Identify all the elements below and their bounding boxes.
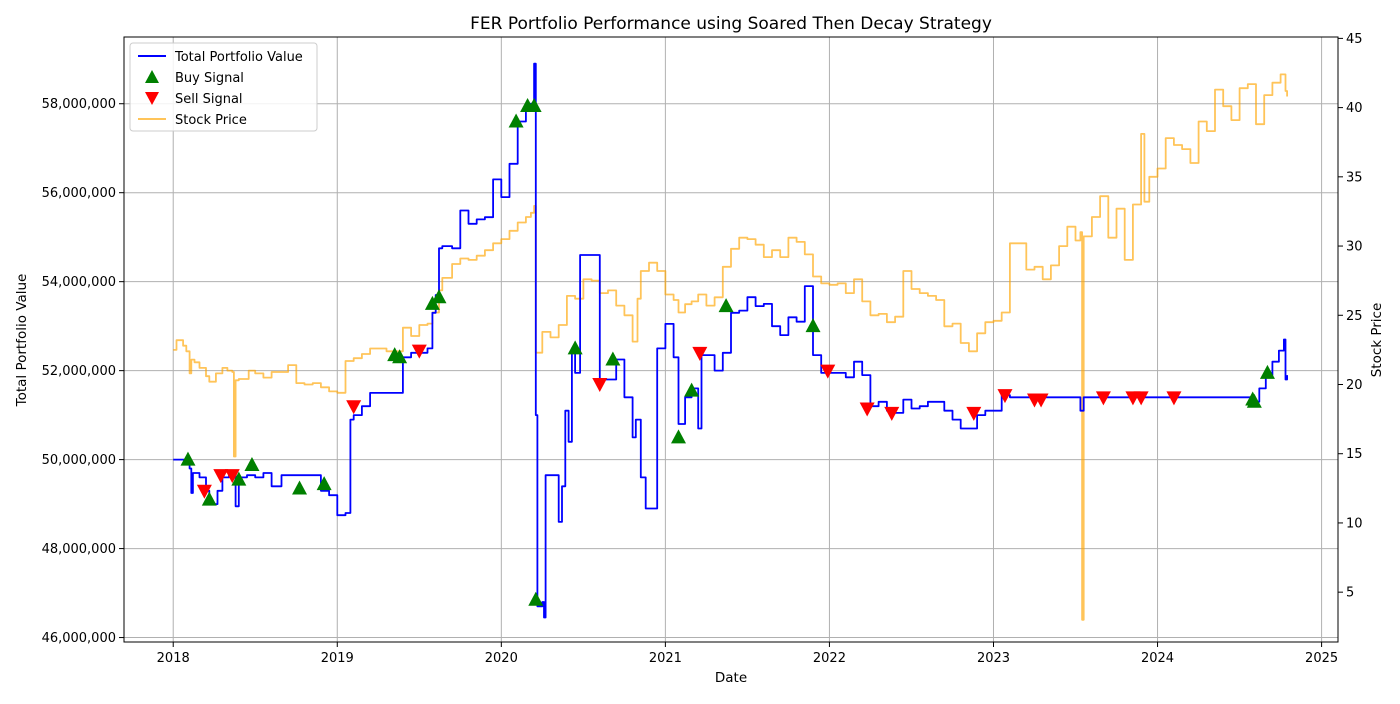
y2-tick-label: 15 [1346,447,1363,462]
buy-signal-marker [684,382,700,397]
y-tick-label: 54,000,000 [42,275,116,290]
legend-sell-swatch [145,92,159,105]
sell-signal-marker [411,344,427,359]
buy-signal-marker [718,298,734,313]
x-tick-label: 2021 [649,651,682,666]
portfolio-value-line [173,62,1288,619]
y2-tick-label: 40 [1346,101,1363,116]
buy-signal-marker [528,591,544,606]
legend-portfolio-label: Total Portfolio Value [174,50,303,65]
y-axis-right: 5 10 15 20 25 30 35 40 45 [1338,32,1363,601]
plot-frame [123,36,1339,643]
y-axis-label: Total Portfolio Value [14,274,30,408]
x-tick-label: 2023 [977,651,1010,666]
y-tick-label: 50,000,000 [42,453,116,468]
y2-tick-label: 35 [1346,170,1363,185]
chart-title: FER Portfolio Performance using Soared T… [470,14,992,34]
gridlines [124,37,1338,642]
legend-stock-label: Stock Price [175,113,247,128]
sell-signal-marker [1133,391,1149,406]
sell-signal-marker [1033,393,1049,408]
y-axis-left: 46,000,000 48,000,000 50,000,000 52,000,000… [42,97,124,646]
buy-signal-marker [316,476,332,491]
buy-signal-marker [201,491,217,506]
sell-signal-marker [213,469,229,484]
buy-signal-marker [671,429,687,444]
y2-tick-label: 20 [1346,378,1363,393]
buy-signal-marker [431,289,447,304]
legend-buy-label: Buy Signal [175,71,244,86]
x-axis-label: Date [715,670,747,686]
y2-tick-label: 45 [1346,32,1363,47]
buy-signal-marker [392,349,408,364]
sell-signal-marker [196,484,212,499]
x-tick-label: 2018 [157,651,190,666]
x-tick-label: 2019 [321,651,354,666]
y-tick-label: 46,000,000 [42,631,116,646]
x-tick-label: 2025 [1305,651,1338,666]
sell-signal-marker [1095,391,1111,406]
y-tick-label: 56,000,000 [42,186,116,201]
y-tick-label: 52,000,000 [42,364,116,379]
buy-signal-marker [508,113,524,128]
sell-signal-marker [997,389,1013,404]
x-axis: 2018 2019 2020 2021 2022 2023 2024 2025 [157,642,1338,666]
y-tick-label: 58,000,000 [42,97,116,112]
legend-box [129,42,318,132]
legend-buy-swatch [145,70,159,83]
portfolio-value-series [173,62,1288,619]
buy-signal-marker [1246,393,1262,408]
sell-signal-marker [859,402,875,417]
y-tick-label: 48,000,000 [42,542,116,557]
sell-signal-markers [196,344,1182,499]
buy-signal-marker [805,318,821,333]
buy-signal-marker [526,97,542,112]
buy-signal-marker [244,456,260,471]
sell-signal-marker [966,406,982,421]
sell-signal-marker [592,377,608,392]
sell-signal-marker [692,346,708,361]
sell-signal-marker [346,400,362,415]
sell-signal-marker [224,469,240,484]
buy-signal-marker [180,451,196,466]
buy-signal-marker [567,340,583,355]
sell-signal-marker [820,364,836,379]
stock-price-line [173,73,1288,621]
buy-signal-marker [231,471,247,486]
sell-signal-marker [1166,391,1182,406]
y2-tick-label: 5 [1346,586,1354,601]
y2-axis-label: Stock Price [1369,303,1385,378]
y2-tick-label: 30 [1346,240,1363,255]
buy-signal-marker [1259,364,1275,379]
stock-price-series [173,73,1288,621]
x-tick-label: 2020 [485,651,518,666]
y2-tick-label: 25 [1346,309,1363,324]
buy-signal-marker [605,351,621,366]
legend: Total Portfolio Value Buy Signal Sell Si… [129,42,318,132]
buy-signal-markers [180,97,1275,606]
legend-sell-label: Sell Signal [175,92,243,107]
sell-signal-marker [884,406,900,421]
x-tick-label: 2022 [813,651,846,666]
buy-signal-marker [292,480,308,495]
x-tick-label: 2024 [1141,651,1174,666]
y2-tick-label: 10 [1346,516,1363,531]
